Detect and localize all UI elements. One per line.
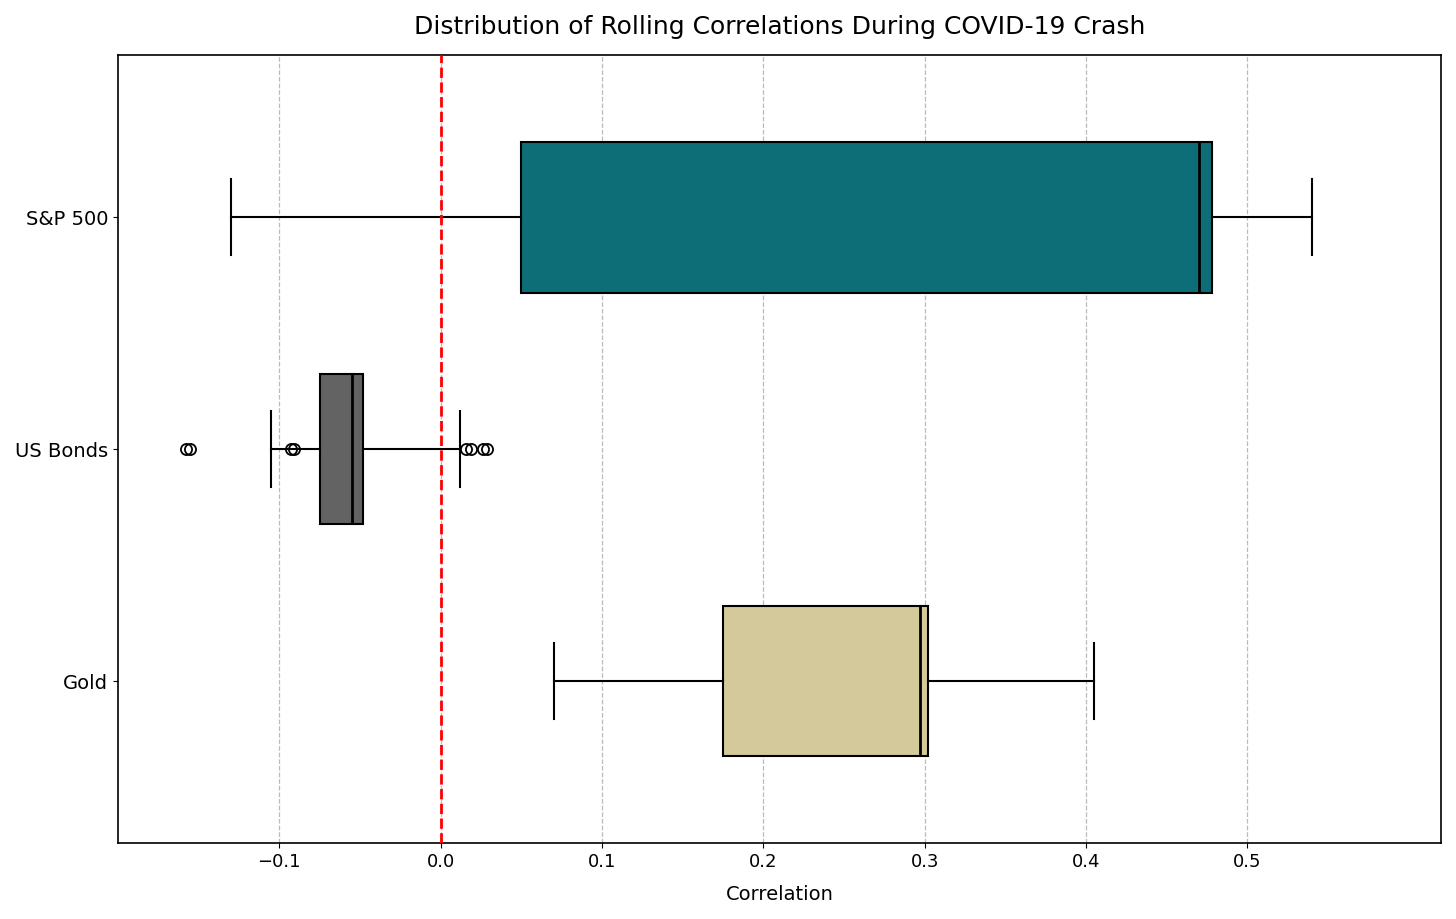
PathPatch shape: [724, 606, 927, 756]
PathPatch shape: [521, 142, 1211, 292]
X-axis label: Correlation: Correlation: [725, 885, 833, 904]
PathPatch shape: [319, 374, 363, 525]
Title: Distribution of Rolling Correlations During COVID-19 Crash: Distribution of Rolling Correlations Dur…: [414, 15, 1144, 39]
